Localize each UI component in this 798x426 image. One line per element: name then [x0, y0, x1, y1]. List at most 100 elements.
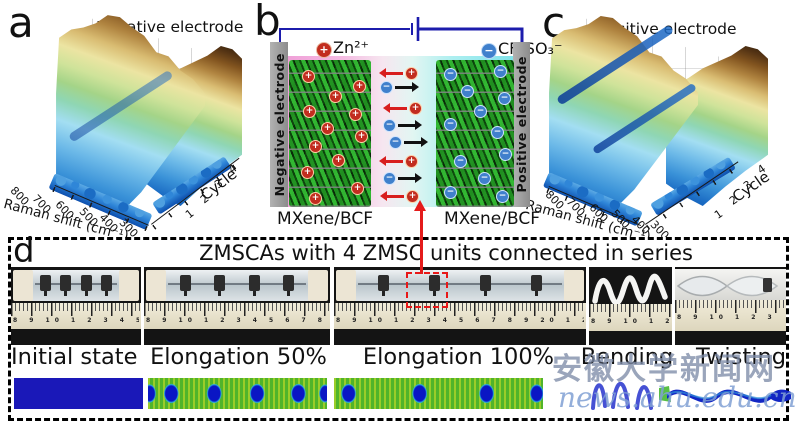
ruler: 8 9 10 1 2 3 4 5 6 7 8 9 20 1 2 3 4 5 6 … — [144, 303, 330, 329]
ruler-numbers: 8 9 10 1 2 3 4 5 6 7 8 9 20 1 2 3 4 5 6 … — [336, 317, 584, 324]
zn-ion-icon: + — [302, 70, 315, 83]
left-arrow-icon — [379, 67, 403, 79]
zn-ion-icon: + — [349, 108, 362, 121]
zmsc-unit-connector — [101, 275, 113, 296]
panel-d-title: ZMSCAs with 4 ZMSC units connected in se… — [199, 241, 693, 265]
left-arrow-icon — [380, 190, 404, 202]
zn-ion-icon: + — [332, 154, 345, 167]
anion-migration-row: − — [383, 172, 422, 185]
positive-electrode-label: Positive electrode — [514, 56, 529, 193]
zn-ion-icon: + — [316, 42, 332, 58]
end-tab — [564, 270, 584, 301]
interconnect-wire — [168, 283, 306, 285]
zmsc-unit-connector — [283, 275, 295, 296]
zn-ion-icon: + — [329, 90, 342, 103]
left-material-label: MXene/BCF — [277, 209, 373, 229]
strain-map-elongation-100 — [334, 378, 543, 409]
strain-map-bending — [591, 382, 653, 410]
panel-label-b: b — [254, 0, 281, 45]
panel-label-c: c — [542, 0, 566, 47]
panel-label-a: a — [8, 0, 34, 47]
zn-migration-row: + — [379, 67, 418, 80]
anion-icon: − — [444, 68, 457, 81]
unit-highlight-box — [406, 272, 448, 308]
anion-migration-row: − — [389, 136, 428, 149]
zmsc-unit-connector — [39, 275, 51, 296]
ruler-numbers: 8 9 10 1 2 3 4 5 6 7 8 9 20 1 2 3 4 5 6 … — [591, 318, 670, 325]
anion-icon: − — [496, 190, 509, 203]
anion-icon: − — [494, 65, 507, 78]
strain-map-twisting — [659, 386, 791, 403]
left-arrow-icon — [383, 102, 407, 114]
anion-icon: − — [461, 85, 474, 98]
highlight-arrow-line — [420, 210, 423, 274]
zmsc-unit-connector — [248, 275, 260, 296]
end-tab — [13, 270, 33, 301]
cation-legend-label: Zn²⁺ — [333, 38, 369, 57]
zn-ion-icon: + — [409, 102, 422, 115]
watermark-url: news.ahu.edu.cn — [558, 381, 797, 414]
cycle-tick: 1 — [183, 206, 197, 222]
state-label-elongation-100: Elongation 100% — [362, 344, 555, 370]
zmsc-unit-connector — [763, 278, 772, 292]
right-arrow-icon — [404, 136, 428, 148]
zn-ion-icon: + — [309, 140, 322, 153]
anion-icon: − — [383, 172, 396, 185]
ruler: 8 9 10 1 2 3 4 5 6 7 8 9 20 1 2 3 4 5 6 … — [11, 303, 141, 329]
anion-icon: − — [499, 148, 512, 161]
panel-label-d: d — [13, 231, 35, 271]
ruler-numbers: 8 9 10 1 2 3 4 5 6 7 8 9 20 1 2 3 4 5 6 … — [677, 314, 784, 321]
anion-icon: − — [383, 119, 396, 132]
zmsc-unit-connector — [480, 275, 491, 296]
right-material-label: MXene/BCF — [444, 209, 540, 229]
positive-electrode-bar: Positive electrode — [513, 42, 530, 207]
anion-icon: − — [481, 43, 497, 59]
photo-initial-state: 8 9 10 1 2 3 4 5 6 7 8 9 20 1 2 3 4 5 6 … — [11, 267, 141, 345]
anion-legend-label: CF₃SO₃⁻ — [498, 39, 563, 58]
end-tab — [308, 270, 328, 301]
ruler: 8 9 10 1 2 3 4 5 6 7 8 9 20 1 2 3 4 5 6 … — [334, 303, 586, 329]
mxene-bcf-mat-right: − − − − − − − − − − − − — [436, 60, 514, 207]
panel-photos: d ZMSCAs with 4 ZMSC units connected in … — [8, 231, 791, 421]
anion-icon: − — [478, 172, 491, 185]
interconnect-wire — [35, 283, 117, 285]
right-arrow-icon — [395, 81, 419, 93]
ruler: 8 9 10 1 2 3 4 5 6 7 8 9 20 1 2 3 4 5 6 … — [675, 300, 786, 331]
zmsc-unit-connector — [378, 275, 389, 296]
zn-ion-icon: + — [405, 155, 418, 168]
anion-migration-row: − — [380, 81, 419, 94]
photo-twisting: 8 9 10 1 2 3 4 5 6 7 8 9 20 1 2 3 4 5 6 … — [675, 267, 786, 345]
state-label-initial: Initial state — [11, 344, 138, 370]
photo-elongation-100: 8 9 10 1 2 3 4 5 6 7 8 9 20 1 2 3 4 5 6 … — [334, 267, 586, 345]
zmsc-unit-connector — [60, 275, 72, 296]
ruler-numbers: 8 9 10 1 2 3 4 5 6 7 8 9 20 1 2 3 4 5 6 … — [146, 317, 328, 324]
zmsc-unit-connector — [80, 275, 92, 296]
strain-map-initial — [14, 378, 143, 409]
anion-icon: − — [380, 81, 393, 94]
watermark-cn: 安徽大学新闻网 — [552, 352, 776, 387]
zn-ion-icon: + — [405, 67, 418, 80]
right-arrow-icon — [398, 119, 422, 131]
zn-ion-icon: + — [353, 80, 366, 93]
state-label-bending: Bending — [580, 344, 674, 370]
zn-ion-icon: + — [406, 190, 419, 203]
anion-icon: − — [491, 126, 504, 139]
zn-ion-icon: + — [351, 182, 364, 195]
zmsc-unit-connector — [214, 275, 226, 296]
strain-map-elongation-50 — [148, 378, 327, 409]
negative-electrode-bar: Negative electrode — [270, 42, 288, 207]
zmsc-unit-connector — [429, 275, 440, 296]
zn-ion-icon: + — [309, 192, 322, 205]
state-label-elongation-50: Elongation 50% — [150, 344, 327, 370]
right-arrow-icon — [398, 172, 422, 184]
highlight-arrow-icon — [414, 200, 426, 211]
zn-migration-row: + — [379, 155, 418, 168]
zmsc-unit-connector — [179, 275, 191, 296]
state-label-twisting: Twisting — [695, 344, 786, 370]
anion-icon: − — [444, 186, 457, 199]
anion-icon: − — [389, 136, 402, 149]
anion-icon: − — [444, 118, 457, 131]
end-tab — [146, 270, 166, 301]
mxene-bcf-mat-left: + + + + + + + + + + + + — [289, 60, 371, 207]
